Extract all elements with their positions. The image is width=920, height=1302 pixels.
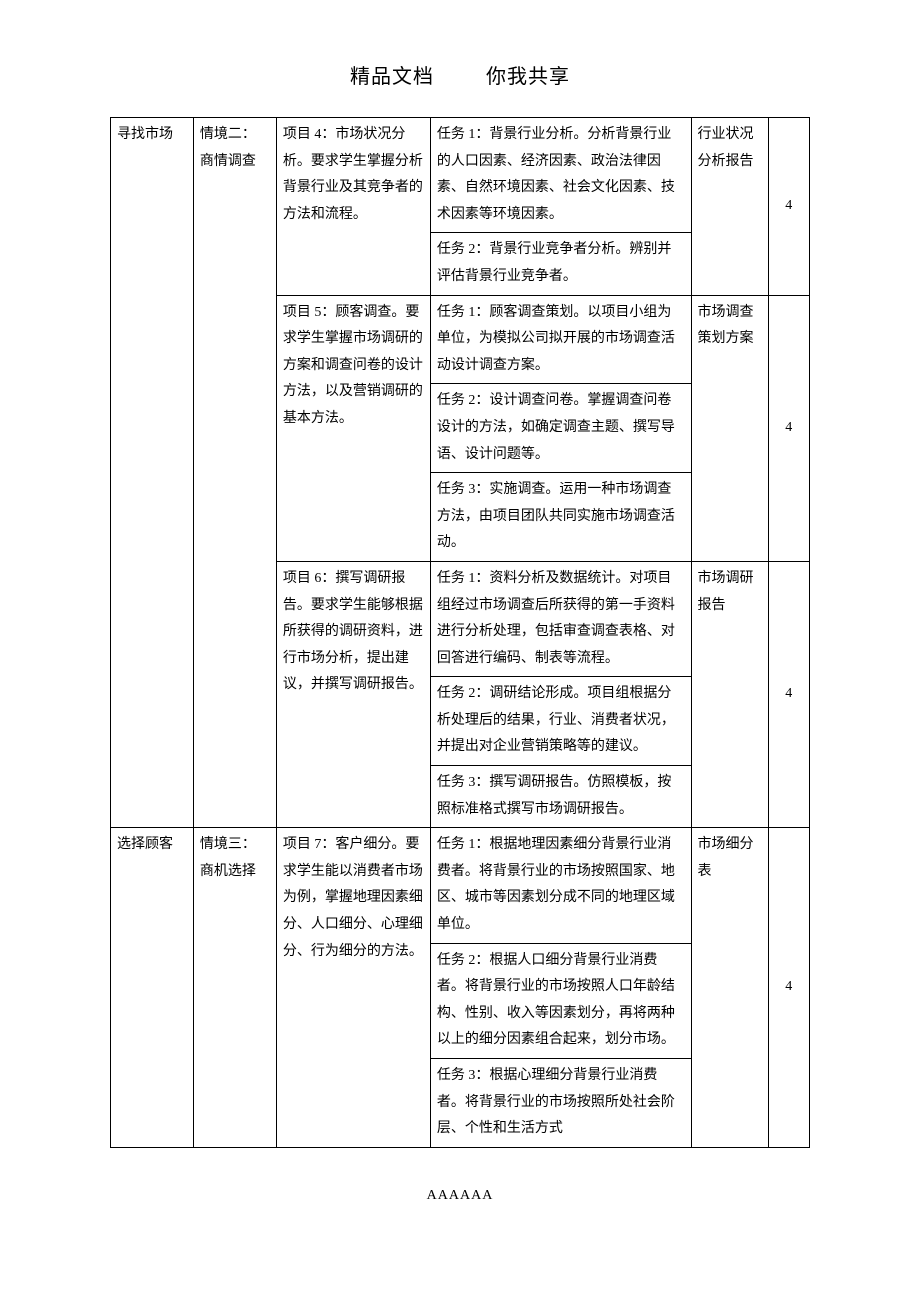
cell-task: 任务 3：撰写调研报告。仿照模板，按照标准格式撰写市场调研报告。 — [430, 766, 691, 828]
cell-project: 项目 5：顾客调查。要求学生掌握市场调研的方案和调查问卷的设计方法，以及营销调研… — [276, 295, 430, 561]
cell-context: 情境三：商机选择 — [193, 828, 276, 1148]
cell-context: 情境二：商情调查 — [193, 118, 276, 828]
cell-hours: 4 — [768, 561, 810, 827]
table-row: 选择顾客 情境三：商机选择 项目 7：客户细分。要求学生能以消费者市场为例，掌握… — [111, 828, 810, 943]
document-page: 精品文档 你我共享 寻找市场 情境二：商情调查 项目 4：市场状况分析。要求学生… — [0, 0, 920, 1244]
cell-output: 市场调查策划方案 — [691, 295, 768, 561]
page-footer: AAAAAA — [110, 1188, 810, 1204]
header-right: 你我共享 — [486, 66, 570, 88]
cell-hours: 4 — [768, 118, 810, 296]
cell-task: 任务 1：顾客调查策划。以项目小组为单位，为模拟公司拟开展的市场调查活动设计调查… — [430, 295, 691, 384]
page-header: 精品文档 你我共享 — [110, 60, 810, 89]
cell-hours: 4 — [768, 828, 810, 1148]
cell-task: 任务 3：实施调查。运用一种市场调查方法，由项目团队共同实施市场调查活动。 — [430, 473, 691, 562]
cell-hours: 4 — [768, 295, 810, 561]
cell-task: 任务 2：调研结论形成。项目组根据分析处理后的结果，行业、消费者状况，并提出对企… — [430, 677, 691, 766]
cell-project: 项目 7：客户细分。要求学生能以消费者市场为例，掌握地理因素细分、人口细分、心理… — [276, 828, 430, 1148]
cell-task: 任务 3：根据心理细分背景行业消费者。将背景行业的市场按照所处社会阶层、个性和生… — [430, 1059, 691, 1148]
table-row: 寻找市场 情境二：商情调查 项目 4：市场状况分析。要求学生掌握分析背景行业及其… — [111, 118, 810, 233]
header-left: 精品文档 — [350, 66, 434, 88]
cell-task: 任务 2：根据人口细分背景行业消费者。将背景行业的市场按照人口年龄结构、性别、收… — [430, 943, 691, 1058]
cell-output: 市场细分表 — [691, 828, 768, 1148]
cell-task: 任务 2：设计调查问卷。掌握调查问卷设计的方法，如确定调查主题、撰写导语、设计问… — [430, 384, 691, 473]
cell-output: 行业状况分析报告 — [691, 118, 768, 296]
cell-task: 任务 1：背景行业分析。分析背景行业的人口因素、经济因素、政治法律因素、自然环境… — [430, 118, 691, 233]
cell-category: 选择顾客 — [111, 828, 194, 1148]
cell-task: 任务 1：资料分析及数据统计。对项目组经过市场调查后所获得的第一手资料进行分析处… — [430, 561, 691, 676]
cell-task: 任务 2：背景行业竞争者分析。辨别并评估背景行业竞争者。 — [430, 233, 691, 295]
cell-output: 市场调研报告 — [691, 561, 768, 827]
cell-category: 寻找市场 — [111, 118, 194, 828]
cell-project: 项目 4：市场状况分析。要求学生掌握分析背景行业及其竞争者的方法和流程。 — [276, 118, 430, 296]
curriculum-table: 寻找市场 情境二：商情调查 项目 4：市场状况分析。要求学生掌握分析背景行业及其… — [110, 117, 810, 1148]
cell-task: 任务 1：根据地理因素细分背景行业消费者。将背景行业的市场按照国家、地区、城市等… — [430, 828, 691, 943]
cell-project: 项目 6：撰写调研报告。要求学生能够根据所获得的调研资料，进行市场分析，提出建议… — [276, 561, 430, 827]
